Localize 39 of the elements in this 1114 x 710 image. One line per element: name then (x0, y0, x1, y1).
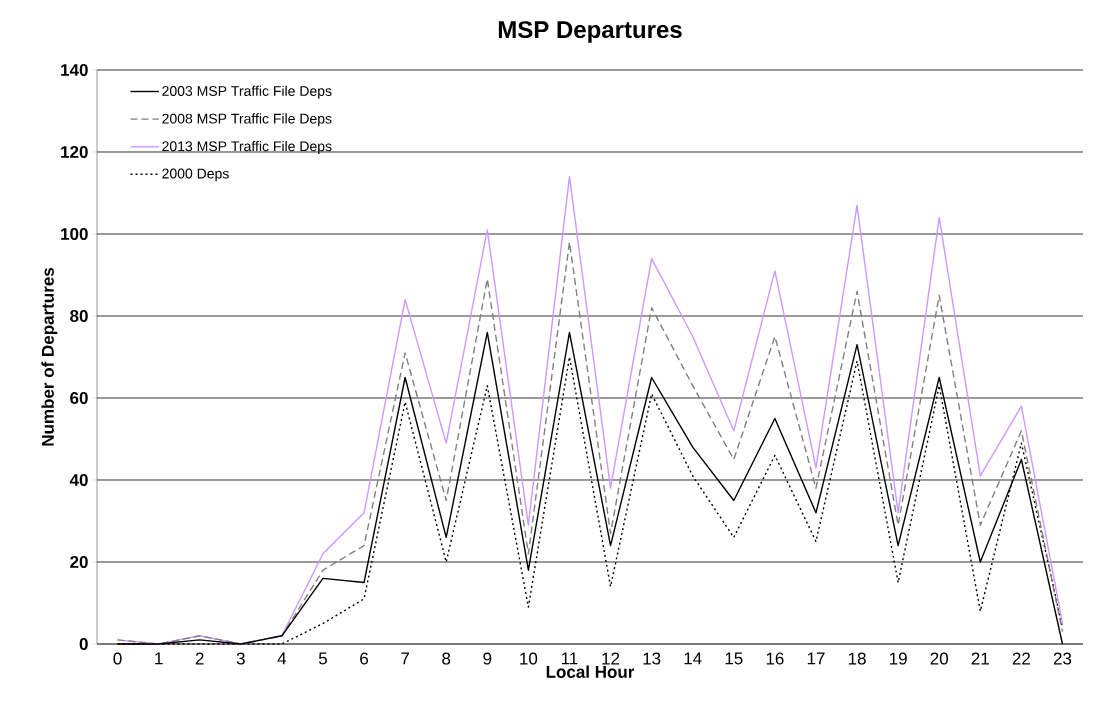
legend-label: 2003 MSP Traffic File Deps (162, 85, 332, 99)
x-tick-label: 22 (1012, 652, 1030, 665)
x-tick-label: 10 (520, 652, 538, 665)
x-tick-label: 18 (848, 652, 866, 665)
x-tick-label: 17 (807, 652, 825, 665)
x-tick-label: 13 (643, 652, 661, 665)
x-tick-label: 12 (602, 652, 620, 665)
x-tick-label: 14 (684, 652, 702, 665)
y-tick-label: 20 (70, 555, 88, 569)
y-tick-label: 0 (79, 637, 88, 651)
x-tick-label: 8 (442, 652, 451, 665)
x-tick-label: 1 (155, 652, 163, 665)
x-tick-label: 11 (561, 652, 578, 665)
x-tick-label: 15 (725, 652, 743, 665)
x-tick-label: 2 (195, 652, 204, 665)
x-tick-label: 16 (766, 652, 784, 665)
x-tick-label: 5 (318, 652, 327, 665)
x-tick-label: 19 (889, 652, 907, 665)
y-tick-label: 100 (61, 227, 88, 241)
x-tick-label: 23 (1053, 652, 1072, 665)
y-tick-label: 40 (69, 473, 88, 487)
x-tick-label: 21 (971, 652, 989, 665)
x-tick-label: 20 (930, 652, 949, 665)
x-tick-label: 0 (113, 652, 122, 665)
y-tick-label: 120 (61, 145, 88, 159)
x-tick-label: 9 (483, 652, 492, 665)
y-tick-label: 140 (61, 63, 88, 77)
x-tick-label: 6 (360, 652, 369, 665)
y-tick-label: 80 (70, 309, 88, 323)
x-tick-label: 3 (236, 652, 245, 665)
x-axis-title: Local Hour (546, 665, 635, 678)
y-axis-title: Number of Departures (41, 267, 58, 446)
legend-label: 2008 MSP Traffic File Deps (162, 113, 332, 127)
chart-title: MSP Departures (498, 21, 682, 43)
x-tick-label: 7 (401, 652, 409, 665)
legend-label: 2013 MSP Traffic File Deps (162, 140, 332, 155)
y-tick-label: 60 (70, 391, 88, 405)
legend-label: 2000 Deps (162, 168, 229, 182)
x-tick-label: 4 (277, 652, 287, 665)
